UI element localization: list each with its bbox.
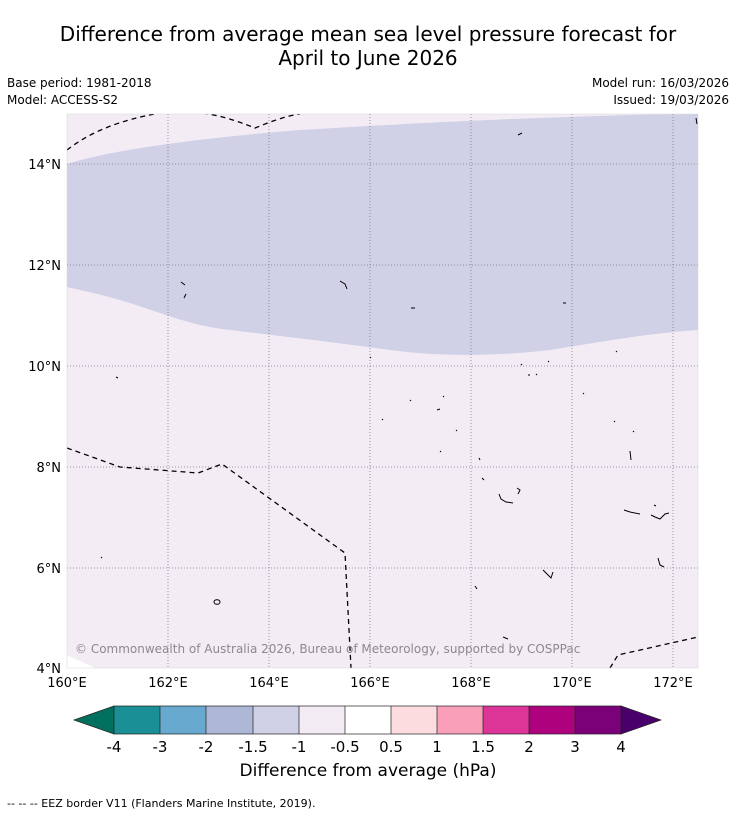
colorbar-tick-label: 1.5 — [471, 738, 495, 756]
meta-right: Model run: 16/03/2026 Issued: 19/03/2026 — [592, 75, 729, 109]
island — [542, 569, 554, 579]
islands — [100, 117, 698, 640]
colorbar-cell — [391, 706, 437, 734]
map-frame — [66, 113, 699, 669]
island — [478, 457, 485, 481]
island — [369, 356, 372, 359]
chart-title: Difference from average mean sea level p… — [0, 22, 736, 70]
colorbar-title: Difference from average (hPa) — [239, 761, 497, 781]
negative-anomaly-region — [67, 114, 698, 355]
lon-label: 164°E — [249, 676, 289, 691]
colorbar-tick-label: -0.5 — [330, 738, 359, 756]
island — [629, 450, 632, 461]
lon-label: 166°E — [350, 676, 390, 691]
lat-label: 12°N — [28, 259, 61, 274]
colorbar-cell — [114, 706, 160, 734]
island — [436, 395, 445, 411]
eez-border-north — [67, 114, 301, 151]
colorbar-cell — [483, 706, 529, 734]
colorbar-tick-label: -3 — [153, 738, 168, 756]
colorbar-high-extension — [620, 705, 663, 735]
eez-legend-note: -- -- -- EEZ border V11 (Flanders Marine… — [7, 797, 316, 810]
island — [695, 117, 698, 125]
colorbar-tick-label: -4 — [107, 738, 122, 756]
lon-label: 168°E — [451, 676, 491, 691]
colorbar-tick-label: 1 — [432, 738, 442, 756]
model-run: Model run: 16/03/2026 — [591, 76, 729, 90]
island — [528, 373, 538, 376]
model-name: Model: ACCESS-S2 — [7, 93, 119, 107]
island — [455, 429, 458, 432]
colorbar-ticks: -4 -3 -2 -1.5 -1 -0.5 0.5 1 1.5 2 3 4 — [107, 738, 626, 756]
lon-label: 172°E — [653, 676, 693, 691]
island — [474, 585, 478, 590]
island — [502, 636, 509, 640]
base-period: Base period: 1981-2018 — [7, 76, 152, 90]
colorbar-cell — [575, 706, 621, 734]
latitude-labels: 14°N 12°N 10°N 8°N 6°N 4°N — [28, 158, 61, 677]
colorbar-cell — [529, 706, 575, 734]
island — [653, 504, 657, 507]
lat-label: 4°N — [37, 662, 62, 677]
island — [623, 509, 670, 520]
island — [498, 487, 521, 504]
issued-date: Issued: 19/03/2026 — [613, 93, 729, 107]
eez-border-main — [67, 447, 352, 668]
copyright-notice: © Commonwealth of Australia 2026, Bureau… — [75, 642, 580, 656]
colorbar-frame — [113, 705, 622, 735]
lon-label: 160°E — [47, 676, 87, 691]
island — [339, 280, 348, 290]
island — [115, 376, 119, 379]
lon-label: 170°E — [552, 676, 592, 691]
colorbar-cell — [345, 706, 391, 734]
lat-label: 14°N — [28, 158, 61, 173]
lat-label: 8°N — [37, 461, 62, 476]
colorbar-tick-label: 3 — [570, 738, 580, 756]
colorbar-cell — [206, 706, 253, 734]
colorbar-low-extension — [72, 705, 115, 735]
island — [517, 132, 523, 136]
eez-borders — [67, 114, 698, 668]
colorbar-tick-label: -1.5 — [238, 738, 267, 756]
colorbar-cell — [160, 706, 206, 734]
gridlines — [67, 114, 698, 668]
colorbar-tick-label: 0.5 — [379, 738, 403, 756]
colorbar: -4 -3 -2 -1.5 -1 -0.5 0.5 1 1.5 2 3 4 — [72, 705, 663, 756]
colorbar-tick-label: -2 — [199, 738, 214, 756]
island — [657, 557, 665, 568]
colorbar-cell — [253, 706, 299, 734]
island — [100, 350, 618, 559]
colorbar-cell — [299, 706, 345, 734]
colorbar-tick-label: 4 — [616, 738, 626, 756]
island — [180, 281, 187, 299]
lon-label: 162°E — [148, 676, 188, 691]
island — [582, 392, 585, 395]
title-line-2: April to June 2026 — [278, 46, 458, 70]
colorbar-cell — [437, 706, 483, 734]
white-sliver — [67, 655, 95, 668]
title-line-1: Difference from average mean sea level p… — [59, 22, 677, 46]
island — [613, 420, 635, 433]
lat-label: 6°N — [37, 562, 62, 577]
colorbar-tick-label: -1 — [292, 738, 307, 756]
forecast-map: © Commonwealth of Australia 2026, Bureau… — [28, 113, 699, 756]
longitude-labels: 160°E 162°E 164°E 166°E 168°E 170°E 172°… — [47, 676, 693, 691]
colorbar-tick-label: 2 — [524, 738, 534, 756]
island — [213, 599, 221, 605]
meta-left: Base period: 1981-2018 Model: ACCESS-S2 — [7, 75, 152, 109]
lat-label: 10°N — [28, 360, 61, 375]
